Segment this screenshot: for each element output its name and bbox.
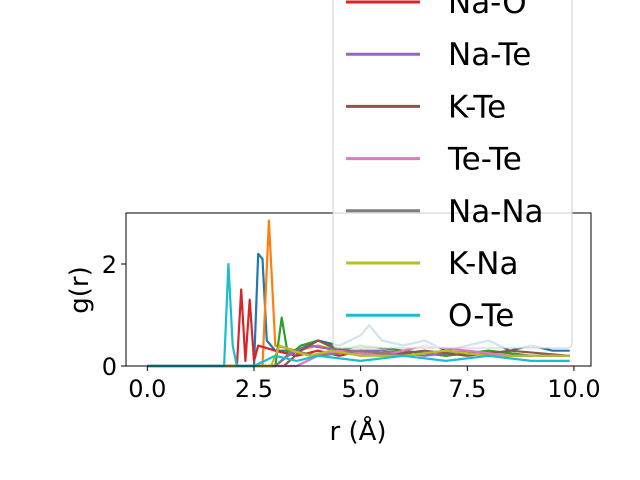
legend-entry-label: K-Te [448,89,506,125]
legend-entry-label: O-Te [448,298,514,334]
x-tick-label: 2.5 [235,375,273,403]
series-line-9 [147,262,570,368]
y-axis-label: g(r) [65,266,95,313]
legend-entry-label: Na-Te [448,37,531,73]
y-axis: 02 [102,251,126,381]
x-axis: 0.0 2.5 5.0 7.5 10.0 [128,366,601,403]
legend-entry-label: Te-Te [447,142,522,178]
x-tick-label: 0.0 [128,375,166,403]
x-tick-label: 10.0 [547,375,600,403]
legend: Na-O Na-Te K-Te Te-Te Na-Na K-Na O-Te [332,0,573,349]
legend-entry-label: K-Na [448,246,518,282]
x-tick-label: 7.5 [448,375,486,403]
legend-entry-label: Na-O [448,0,527,21]
y-tick-label: 2 [102,251,117,279]
legend-box [332,0,573,349]
plot-area [147,219,570,368]
legend-entry-label: Na-Na [448,194,544,230]
x-tick-label: 5.0 [342,375,380,403]
y-tick-label: 0 [102,353,117,381]
x-axis-label: r (Å) [329,415,386,447]
